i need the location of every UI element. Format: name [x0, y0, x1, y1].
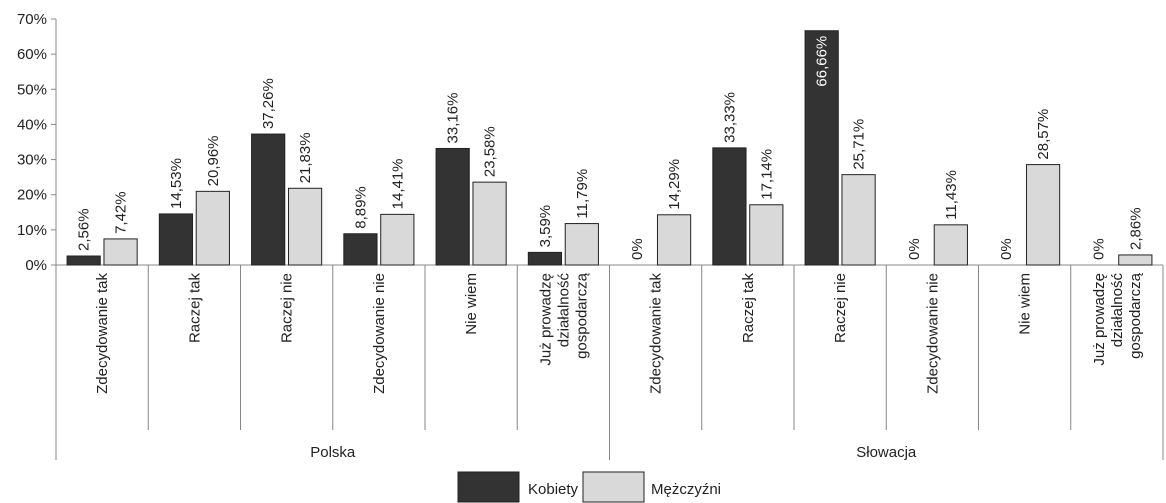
data-label: 0% [998, 238, 1015, 260]
legend-swatch-kobiety [457, 471, 520, 503]
data-label: 7,42% [113, 191, 130, 234]
category-label: Nie wiem [1017, 273, 1034, 335]
category-label: Już prowadzę [537, 273, 554, 366]
y-tick-label: 60% [17, 46, 47, 63]
category-label: Zdecydowanie tak [94, 273, 111, 394]
category-labels: Zdecydowanie tak Raczej tak Raczej nie Zdec… [94, 272, 1144, 461]
bar-mezczyzni [933, 224, 968, 266]
data-label: 2,56% [76, 208, 93, 251]
group-label: Słowacja [856, 444, 917, 461]
category-label: gospodarczą [1127, 272, 1144, 359]
bar-mezczyzni [103, 238, 138, 266]
data-label: 2,86% [1127, 207, 1144, 250]
data-label: 14,41% [389, 158, 406, 209]
bar-mezczyzni [841, 174, 876, 266]
bar-mezczyzni [564, 223, 599, 266]
bar-mezczyzni [1025, 164, 1061, 266]
y-tick-label: 50% [17, 81, 47, 98]
bar-kobiety [343, 233, 378, 266]
bar-mezczyzni [656, 214, 692, 266]
category-label: Raczej tak [740, 273, 757, 344]
y-tick-label: 70% [17, 11, 47, 28]
category-label: gospodarczą [573, 272, 590, 359]
y-tick-label: 10% [17, 222, 47, 239]
bar-mezczyzni [1118, 254, 1153, 266]
data-label: 33,16% [445, 93, 462, 144]
category-label: działalność [1109, 273, 1126, 348]
bar-kobiety [251, 133, 286, 266]
bar-kobiety [435, 147, 470, 266]
data-label: 66,66% [814, 36, 831, 87]
legend-label-mezczyzni: Mężczyźni [651, 481, 721, 498]
category-label: Zdecydowanie tak [648, 273, 665, 394]
axes: 0% 10% 20% 30% 40% 50% 60% 70% [17, 11, 1164, 460]
data-label: 37,26% [260, 78, 277, 129]
y-tick-label: 20% [17, 187, 47, 204]
y-tick-label: 0% [25, 257, 47, 274]
y-tick-label: 40% [17, 116, 47, 133]
bar-mezczyzni [380, 213, 415, 266]
data-label: 14,53% [168, 158, 185, 209]
bar-mezczyzni [749, 204, 784, 266]
y-tick-label: 30% [17, 152, 47, 169]
bar-kobiety [158, 213, 194, 266]
bar-kobiety [804, 30, 839, 266]
bar-mezczyzni [287, 187, 323, 266]
category-label: Już prowadzę [1091, 273, 1108, 366]
data-label: 0% [1090, 238, 1107, 260]
data-label: 0% [629, 238, 646, 260]
category-label: Raczej nie [279, 273, 296, 343]
bar-kobiety [66, 255, 101, 266]
legend-swatch-mezczyzni [582, 471, 645, 503]
legend-label-kobiety: Kobiety [528, 481, 579, 498]
data-label: 23,58% [482, 126, 499, 177]
data-label: 33,33% [721, 92, 738, 143]
category-label: Zdecydowanie nie [924, 273, 941, 394]
category-label: działalność [555, 273, 572, 348]
bars [66, 30, 1153, 266]
data-label: 25,71% [851, 119, 868, 170]
data-label: 17,14% [758, 149, 775, 200]
data-label: 0% [906, 238, 923, 260]
category-label: Raczej nie [832, 273, 849, 343]
category-label: Nie wiem [463, 273, 480, 335]
bar-mezczyzni [472, 181, 507, 266]
data-label: 20,96% [205, 135, 222, 186]
bar-kobiety [712, 147, 747, 266]
data-label: 28,57% [1035, 109, 1052, 160]
group-label: Polska [310, 444, 356, 461]
data-labels: 2,56% 7,42% 14,53% 20,96% 37,26% 21,83% 8,89% 1… [76, 36, 1145, 260]
data-label: 11,79% [574, 169, 591, 219]
legend: Kobiety Mężczyźni [457, 471, 721, 503]
category-label: Raczej tak [186, 273, 203, 344]
data-label: 14,29% [666, 159, 683, 210]
bar-kobiety [527, 251, 563, 266]
data-label: 8,89% [352, 186, 369, 229]
category-label: Zdecydowanie nie [371, 273, 388, 394]
data-label: 11,43% [943, 170, 960, 220]
data-label: 21,83% [297, 132, 314, 183]
data-label: 3,59% [537, 205, 554, 248]
bar-mezczyzni [195, 190, 230, 266]
